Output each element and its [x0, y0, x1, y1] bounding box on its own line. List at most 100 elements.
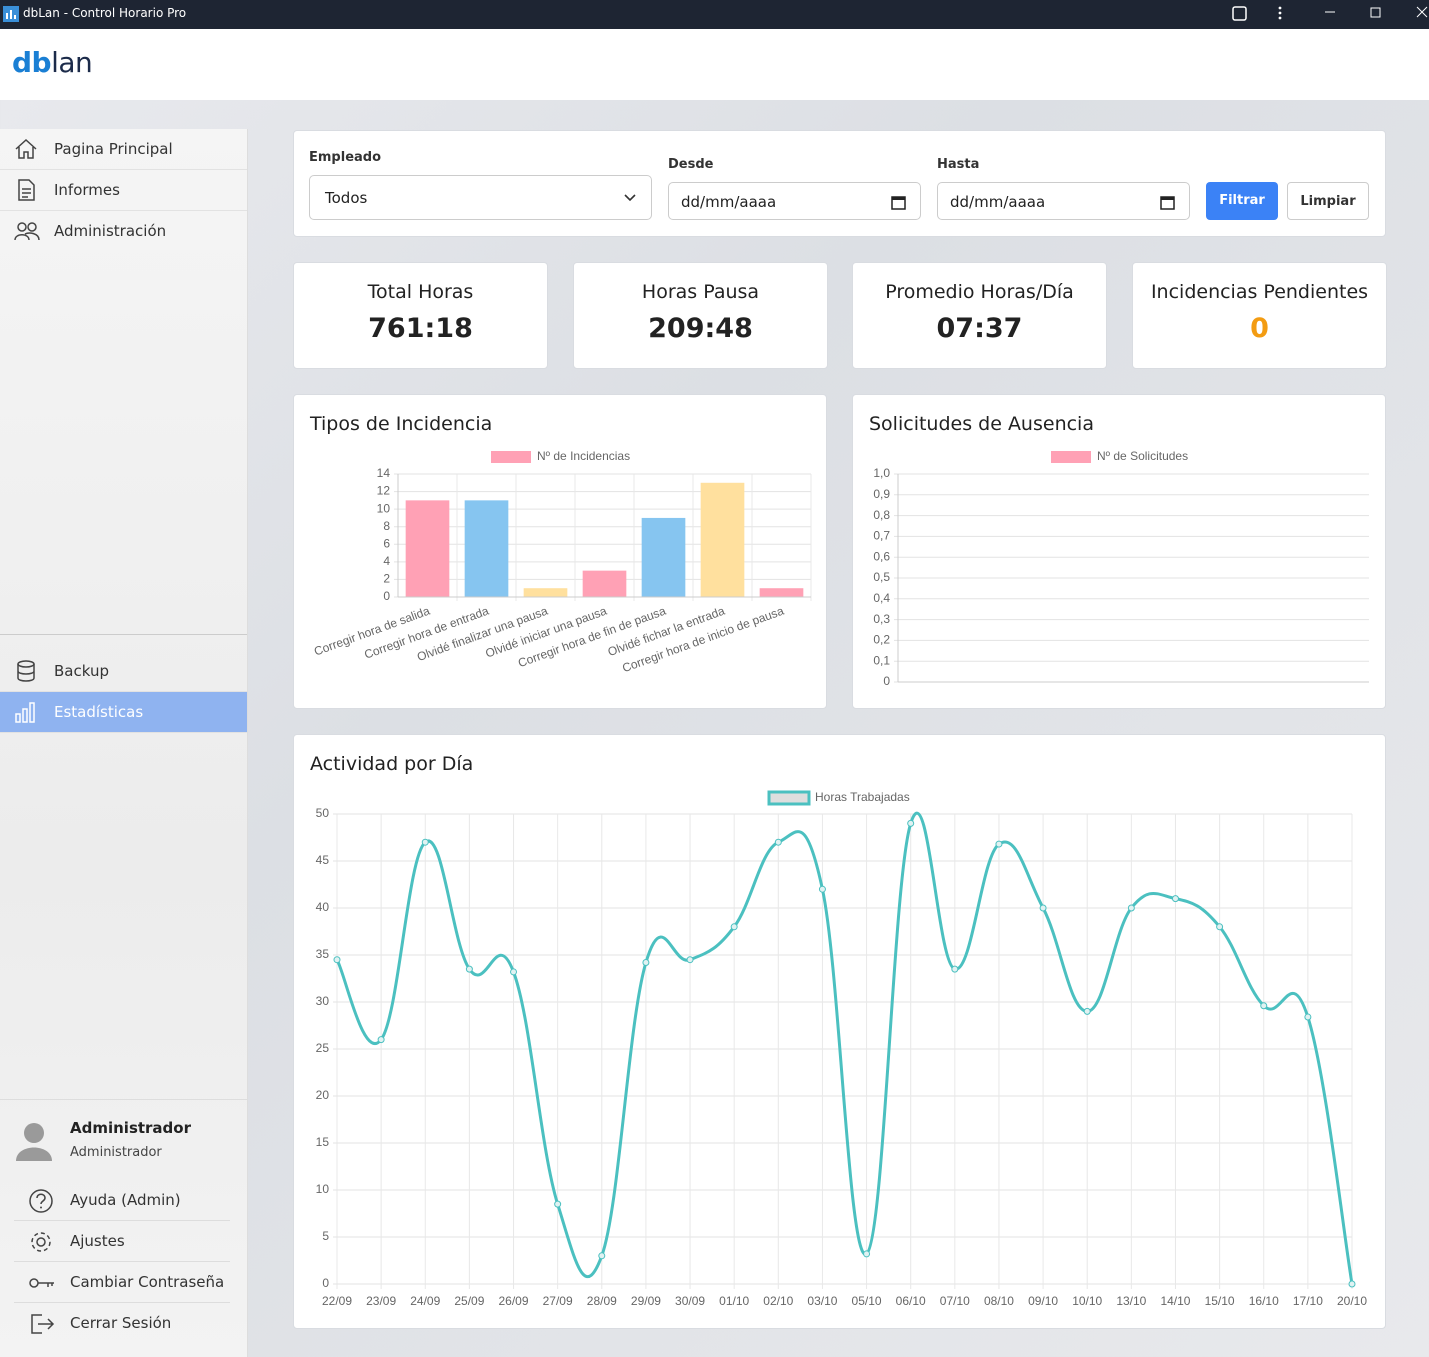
database-icon	[14, 659, 38, 683]
x-tick-label: 03/10	[807, 1294, 837, 1308]
x-tick-label: 17/10	[1293, 1294, 1323, 1308]
help-link[interactable]: Ayuda (Admin)	[14, 1180, 230, 1221]
x-tick-label: 29/09	[631, 1294, 661, 1308]
legend-label: Horas Trabajadas	[815, 790, 910, 804]
point	[378, 1037, 384, 1043]
stat-value: 07:37	[853, 313, 1106, 344]
point	[952, 966, 958, 972]
chart: 00,10,20,30,40,50,60,70,80,91,0Nº de Sol…	[853, 395, 1385, 708]
y-tick-label: 0,9	[873, 487, 890, 501]
sidebar: Pagina Principal Informes Administración…	[0, 129, 248, 1357]
bar	[701, 483, 745, 597]
x-tick-label: 24/09	[410, 1294, 440, 1308]
point	[908, 820, 914, 826]
menu-label: Pagina Principal	[54, 140, 173, 158]
clear-button[interactable]: Limpiar	[1287, 182, 1369, 220]
menu-item[interactable]: Administración	[0, 211, 247, 251]
menu-item[interactable]: Backup	[0, 651, 247, 692]
stat-value: 0	[1133, 313, 1386, 344]
y-tick-label: 20	[316, 1088, 330, 1102]
employee-select[interactable]: Todos	[309, 175, 652, 220]
x-tick-label: 15/10	[1205, 1294, 1235, 1308]
y-tick-label: 0	[322, 1276, 329, 1290]
settings-link[interactable]: Ajustes	[14, 1221, 230, 1262]
separator	[0, 634, 247, 635]
point	[1084, 1008, 1090, 1014]
y-tick-label: 40	[316, 900, 330, 914]
stats-icon	[14, 700, 38, 724]
x-tick-label: 30/09	[675, 1294, 705, 1308]
from-date-input[interactable]: dd/mm/aaaa	[668, 182, 921, 220]
y-tick-label: 0,4	[873, 591, 890, 605]
doc-icon	[14, 178, 38, 202]
filter-button[interactable]: Filtrar	[1206, 182, 1278, 220]
home-icon	[14, 137, 38, 161]
x-tick-label: 06/10	[896, 1294, 926, 1308]
y-tick-label: 5	[322, 1229, 329, 1243]
to-date-input[interactable]: dd/mm/aaaa	[937, 182, 1190, 220]
chart-card: Actividad por Día 05101520253035404550Ho…	[293, 734, 1386, 1329]
stat-value: 209:48	[574, 313, 827, 344]
separator	[0, 1099, 247, 1100]
x-tick-label: 01/10	[719, 1294, 749, 1308]
window-controls[interactable]	[1230, 4, 1429, 24]
y-tick-label: 45	[316, 853, 330, 867]
password-link[interactable]: Cambiar Contraseña	[14, 1262, 230, 1303]
menu-label: Estadísticas	[54, 703, 143, 721]
bar	[760, 588, 804, 597]
point	[599, 1253, 605, 1259]
menu-item-active[interactable]: Estadísticas	[0, 692, 247, 733]
y-tick-label: 0,6	[873, 549, 890, 563]
y-tick-label: 15	[316, 1135, 330, 1149]
legend-label: Nº de Incidencias	[537, 449, 630, 463]
x-tick-label: 22/09	[322, 1294, 352, 1308]
legend-swatch	[1051, 451, 1091, 463]
link-label: Ayuda (Admin)	[70, 1191, 181, 1209]
x-tick-label: 23/09	[366, 1294, 396, 1308]
menu-item[interactable]: Pagina Principal	[0, 129, 247, 170]
stat-label: Incidencias Pendientes	[1133, 281, 1386, 303]
stat-card: Promedio Horas/Día 07:37	[852, 262, 1107, 369]
stat-label: Horas Pausa	[574, 281, 827, 303]
y-tick-label: 4	[383, 554, 390, 568]
y-tick-label: 0,3	[873, 612, 890, 626]
bar	[406, 500, 450, 597]
y-tick-label: 8	[383, 519, 390, 533]
x-tick-label: 08/10	[984, 1294, 1014, 1308]
y-tick-label: 0,2	[873, 633, 890, 647]
x-tick-label: 28/09	[587, 1294, 617, 1308]
legend-swatch	[769, 792, 809, 804]
app-icon	[3, 6, 19, 22]
x-tick-label: 07/10	[940, 1294, 970, 1308]
menu-item[interactable]: Informes	[0, 170, 247, 211]
logo[interactable]: dblan	[12, 46, 92, 79]
point	[555, 1201, 561, 1207]
point	[334, 957, 340, 963]
logout-icon	[28, 1311, 56, 1337]
menu-label: Backup	[54, 662, 109, 680]
point	[1261, 1003, 1267, 1009]
logo-lan: lan	[51, 46, 92, 79]
chart: 02468101214Nº de IncidenciasCorregir hor…	[294, 395, 826, 708]
employee-label: Empleado	[309, 150, 381, 165]
bar	[642, 518, 686, 597]
filter-card: Empleado Todos Desde dd/mm/aaaa Hasta dd…	[293, 130, 1386, 237]
window-title: dbLan - Control Horario Pro	[23, 6, 186, 20]
logout-link[interactable]: Cerrar Sesión	[14, 1303, 230, 1343]
stat-label: Promedio Horas/Día	[853, 281, 1106, 303]
point	[1128, 905, 1134, 911]
point	[819, 886, 825, 892]
title-bar: dbLan - Control Horario Pro	[0, 0, 1429, 29]
menu-label: Administración	[54, 222, 166, 240]
x-tick-label: 25/09	[454, 1294, 484, 1308]
logo-db: db	[12, 46, 51, 79]
y-tick-label: 0,7	[873, 529, 890, 543]
y-tick-label: 0,5	[873, 570, 890, 584]
chart: 05101520253035404550Horas Trabajadas22/0…	[294, 735, 1385, 1328]
stat-card: Total Horas761:18	[293, 262, 548, 369]
header: dblan	[0, 29, 1429, 100]
point	[1305, 1014, 1311, 1020]
x-tick-label: 10/10	[1072, 1294, 1102, 1308]
point	[422, 839, 428, 845]
from-label: Desde	[668, 157, 713, 172]
